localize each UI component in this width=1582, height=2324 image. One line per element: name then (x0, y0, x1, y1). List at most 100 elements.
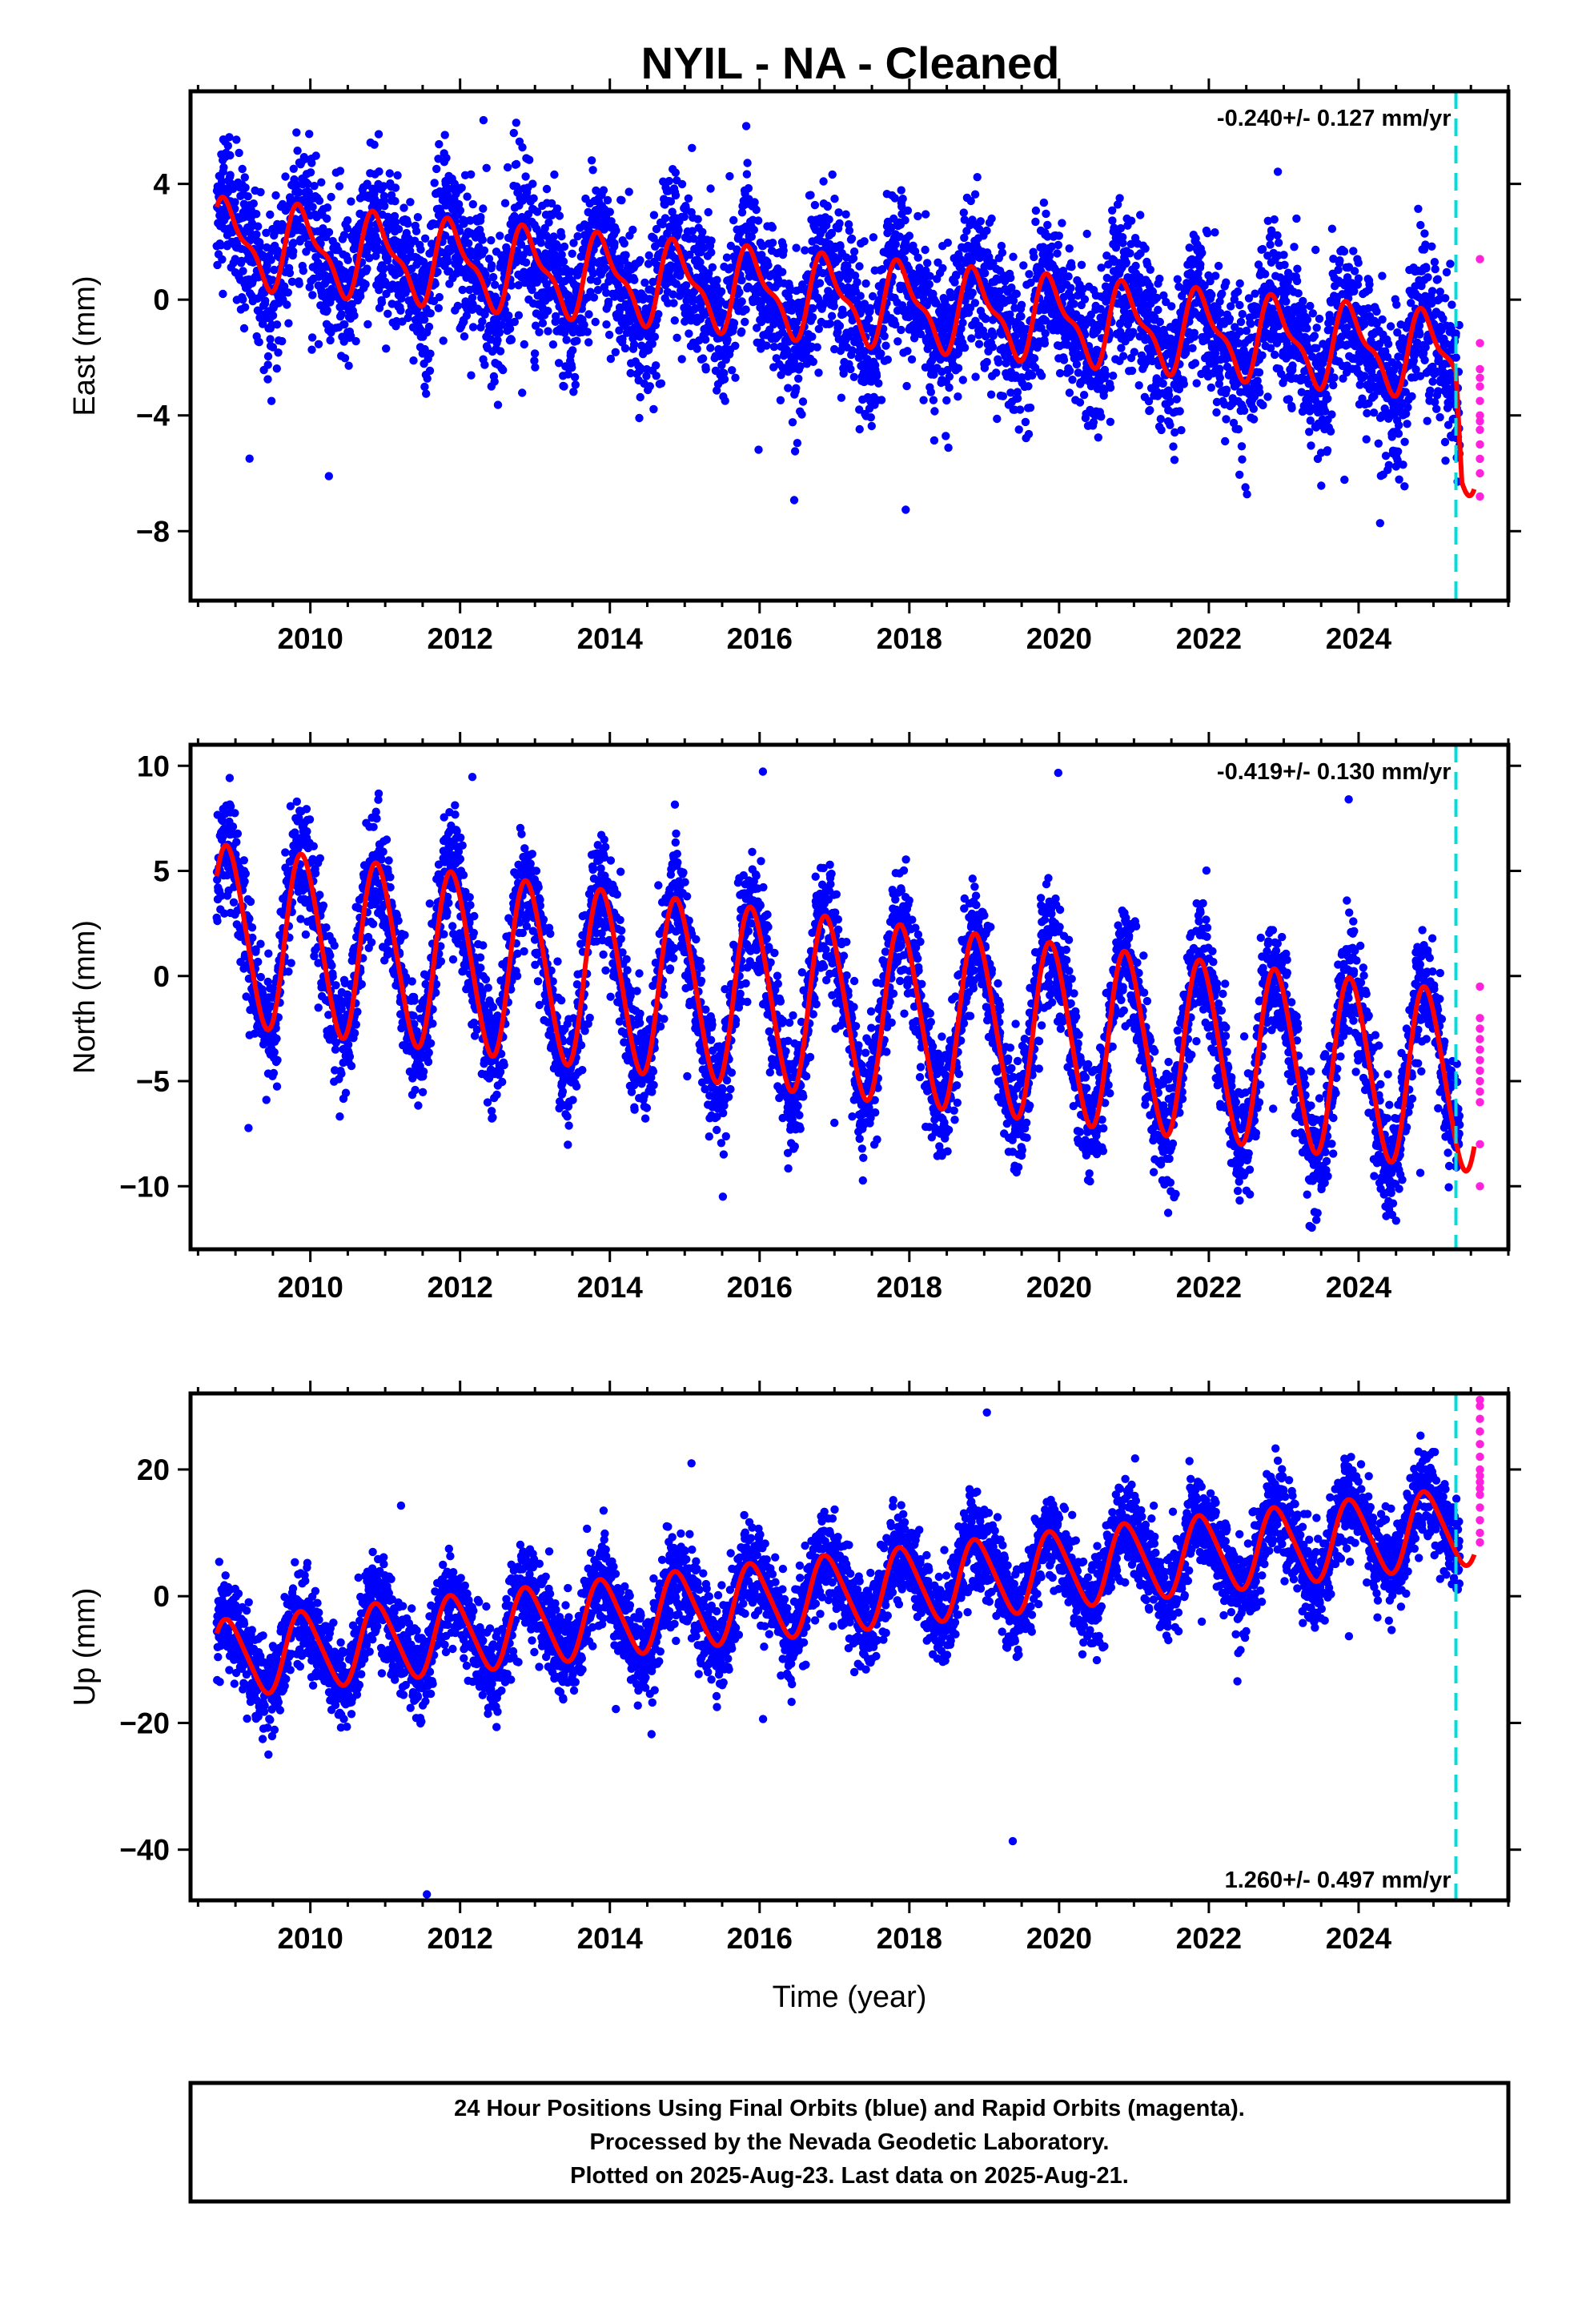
final-point (1094, 433, 1103, 442)
final-point (1235, 279, 1244, 288)
final-point (630, 275, 639, 284)
final-point (750, 198, 759, 207)
final-point (584, 310, 593, 319)
final-point (525, 155, 534, 164)
final-point (255, 338, 263, 347)
final-point (255, 242, 265, 251)
figure-title: NYIL - NA - Cleaned (641, 38, 1060, 88)
final-point (507, 336, 516, 344)
final-point (1013, 394, 1022, 403)
final-point (835, 219, 844, 228)
final-point (606, 354, 616, 364)
final-point (877, 349, 885, 358)
final-point (652, 361, 661, 370)
final-point (311, 151, 320, 160)
final-point (219, 163, 228, 172)
final-point (530, 349, 540, 358)
final-point (629, 340, 639, 349)
final-point (373, 236, 382, 246)
final-point (300, 155, 310, 163)
final-point (743, 159, 752, 167)
final-point (529, 194, 538, 203)
final-point (363, 179, 371, 188)
final-point (1271, 350, 1279, 360)
final-point (866, 413, 876, 422)
final-point (344, 361, 353, 370)
final-point (314, 340, 323, 348)
final-point (1273, 231, 1282, 240)
final-point (741, 305, 750, 314)
final-point (861, 279, 870, 288)
final-point (993, 414, 1002, 424)
final-point (1026, 403, 1035, 412)
final-point (867, 421, 877, 431)
final-point (560, 242, 569, 251)
final-point (315, 196, 324, 205)
final-point (487, 235, 496, 245)
final-point (1042, 209, 1050, 219)
final-point (569, 239, 578, 247)
final-point (1225, 314, 1235, 324)
final-point (1065, 388, 1074, 397)
final-point (457, 183, 466, 192)
final-point (385, 169, 394, 178)
final-point (1012, 289, 1022, 299)
final-point (571, 380, 580, 389)
final-point (620, 344, 630, 353)
final-point (661, 214, 670, 223)
final-point (855, 424, 864, 434)
final-point (681, 281, 691, 290)
final-point (536, 239, 545, 247)
final-point (1053, 249, 1062, 258)
final-point (370, 140, 379, 149)
final-point (591, 317, 600, 327)
final-point (976, 217, 986, 226)
final-point (1294, 289, 1303, 298)
final-point (604, 330, 614, 340)
final-point (480, 246, 489, 255)
final-point (1155, 274, 1164, 283)
final-point (243, 192, 252, 201)
final-point (902, 381, 911, 391)
final-point (426, 309, 435, 318)
final-point (1177, 426, 1186, 435)
final-point (798, 397, 808, 406)
final-point (1238, 310, 1247, 319)
final-point (1249, 415, 1259, 424)
final-point (737, 327, 746, 336)
final-point (1235, 470, 1244, 479)
final-point (982, 314, 990, 324)
final-point (484, 255, 494, 263)
final-point (460, 332, 469, 341)
final-point (505, 324, 515, 333)
final-point (317, 178, 326, 187)
final-point (425, 366, 435, 376)
final-point (604, 297, 613, 306)
final-point (881, 341, 890, 350)
final-point (361, 279, 370, 289)
final-point (814, 368, 823, 377)
final-point (391, 183, 400, 192)
final-point (587, 156, 596, 165)
final-point (393, 171, 402, 180)
final-point (573, 231, 582, 241)
final-point (721, 396, 729, 405)
final-point (535, 328, 544, 336)
final-point (391, 218, 400, 227)
final-point (706, 344, 715, 352)
final-point (568, 346, 577, 355)
final-point (1215, 373, 1225, 382)
final-point (1188, 344, 1197, 352)
final-point (1287, 404, 1296, 412)
final-point (1106, 417, 1115, 426)
final-point (1014, 425, 1023, 434)
final-point (481, 270, 490, 279)
final-point (1222, 385, 1231, 394)
final-point (671, 168, 680, 177)
final-point (565, 706, 573, 714)
final-point (1070, 300, 1078, 308)
final-point (720, 375, 729, 384)
final-point (1031, 206, 1041, 215)
final-point (589, 293, 599, 302)
final-point (549, 232, 558, 241)
